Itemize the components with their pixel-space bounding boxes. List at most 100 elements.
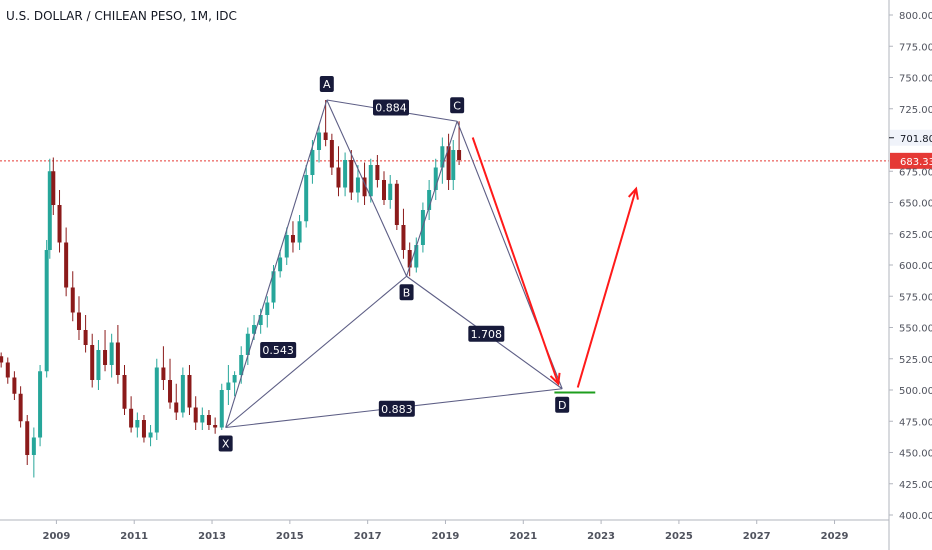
pattern-point-c: C [453,99,461,112]
candle-body [336,167,341,188]
y-tick-label: 475.00 [899,417,932,428]
candle [115,325,120,384]
candle-body [440,146,445,168]
candle-body [154,367,159,433]
ratio-badge [260,342,297,358]
y-tick-label: 650.00 [899,199,932,210]
projection-up-arrow-head [627,186,639,200]
annotations [471,137,639,394]
candle [232,371,237,397]
candle [57,190,62,253]
candle-body [382,180,387,200]
candle-body [96,350,101,380]
candle-body [457,150,462,160]
pattern-point-x: X [222,438,230,451]
candle [349,150,354,200]
x-tick-label: 2019 [432,531,460,542]
candle-body [232,375,237,383]
harmonic-pattern: X A B C D 0.884 0.543 1.708 0.883 [218,76,570,452]
candle-body [47,171,52,250]
y-tick-label: 750.00 [899,74,932,85]
candle [180,367,185,418]
candle-body [12,377,17,394]
pattern-point-badge [399,284,414,301]
current-price-label: 683.33 [900,157,932,168]
candle [44,240,49,378]
pattern-point-badge [450,97,465,114]
candle-body [252,325,257,334]
candle [174,383,179,420]
candle [18,386,23,428]
x-tick-label: 2023 [587,531,615,542]
candle-body [297,221,302,243]
x-tick-label: 2015 [276,531,304,542]
ratio-label: 0.543 [262,344,294,357]
x-tick-label: 2029 [821,531,849,542]
candle-body [394,183,399,225]
current-price-badge [890,152,932,169]
candle-body [115,342,120,375]
x-tick-label: 2011 [120,531,148,542]
pattern-point-badge [555,396,570,413]
candle [388,175,393,209]
candle-body [90,345,95,380]
x-tick-label: 2027 [743,531,771,542]
candle [407,242,412,277]
candle-body [187,375,192,408]
candle [187,365,192,415]
candle-body [265,302,270,315]
candle [25,415,30,465]
candle-body [245,333,250,355]
candle [122,365,127,415]
candle [368,158,373,203]
candle-body [290,235,295,243]
candle-body [407,250,412,268]
candle-body [64,242,69,288]
candle [219,383,224,430]
ratio-label: 1.708 [471,328,503,341]
candle-body [317,132,322,150]
candle-body [141,420,146,438]
candle-body [355,177,360,193]
candle-body [329,140,334,168]
candle [226,365,231,405]
candle [446,133,451,190]
candle-body [343,160,348,188]
candle-body [135,420,140,428]
candle [278,250,283,278]
candle-body [109,342,114,365]
candle [290,221,295,253]
candle [31,427,36,478]
candle [83,315,88,353]
candle-body [278,257,283,272]
candle-body [168,380,173,403]
candle-body [103,350,108,365]
x-tick-label: 2013 [198,531,226,542]
candle [206,410,211,430]
candle [38,365,43,447]
y-tick-label: 725.00 [899,105,932,116]
time-axis[interactable]: 2009 2011 2013 2015 2017 2019 2021 2023 2025 2027… [0,519,889,542]
reference-price-label: 701.80 [900,134,932,145]
candle [70,271,75,322]
candle-body [83,330,88,345]
candle-body [70,287,75,313]
x-tick-label: 2017 [354,531,382,542]
y-tick-label: 400.00 [899,511,932,522]
y-tick-label: 775.00 [899,42,932,53]
candle-body [310,150,315,175]
candle-body [349,160,354,193]
candle [51,157,56,215]
candle [96,340,101,390]
candle [433,158,438,200]
candle [161,346,166,390]
candle-body [44,250,49,372]
candle [245,327,250,365]
candle [12,371,17,400]
candle [213,417,218,434]
candle-body [129,408,134,428]
price-axis[interactable]: 800.00 775.00 750.00 725.00 701.80 683.33675.… [888,0,932,550]
candle-body [213,425,218,428]
candle [343,152,348,197]
